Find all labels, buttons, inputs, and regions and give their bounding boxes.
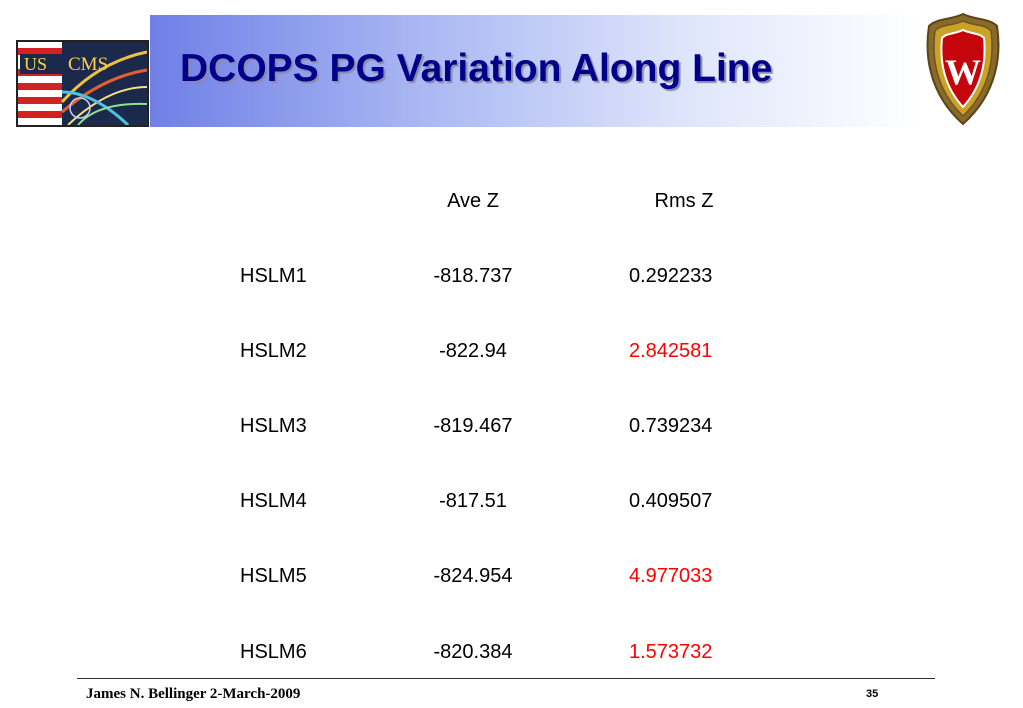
row-5-ave-z: -824.954	[433, 565, 513, 587]
row-5-rms-z: 4.977033	[629, 565, 713, 587]
row-3-ave-z: -819.467	[433, 415, 513, 437]
slide-title: DCOPS PG Variation Along Line	[180, 47, 773, 90]
header-rms-z: Rms Z	[654, 190, 714, 212]
row-6-name: HSLM6	[240, 641, 307, 663]
row-3-rms-z: 0.739234	[629, 415, 713, 437]
row-1-ave-z: -818.737	[433, 265, 513, 287]
footer-rule	[77, 678, 935, 679]
row-4-rms-z: 0.409507	[629, 490, 713, 512]
crest-graphic: W	[926, 12, 1000, 126]
row-3-name: HSLM3	[240, 415, 307, 437]
slide-page-number: 35	[866, 688, 879, 700]
row-2-name: HSLM2	[240, 340, 307, 362]
row-4-ave-z: -817.51	[439, 490, 507, 512]
us-cms-logo-graphic: US CMS	[18, 42, 147, 125]
row-2-ave-z: -822.94	[439, 340, 507, 362]
logo-text-cms: CMS	[68, 54, 108, 75]
us-cms-logo: US CMS	[16, 40, 149, 127]
row-5-name: HSLM5	[240, 565, 307, 587]
footer-author-date: James N. Bellinger 2-March-2009	[86, 686, 301, 702]
row-1-name: HSLM1	[240, 265, 307, 287]
row-4-name: HSLM4	[240, 490, 307, 512]
crest-letter-w: W	[945, 52, 981, 92]
row-1-rms-z: 0.292233	[629, 265, 713, 287]
header-ave-z: Ave Z	[447, 190, 499, 212]
uw-crest-logo: W	[925, 12, 1001, 127]
row-6-rms-z: 1.573732	[629, 641, 713, 663]
title-bar: DCOPS PG Variation Along Line	[150, 15, 920, 127]
row-2-rms-z: 2.842581	[629, 340, 713, 362]
logo-text-us: US	[24, 54, 47, 74]
row-6-ave-z: -820.384	[433, 641, 513, 663]
